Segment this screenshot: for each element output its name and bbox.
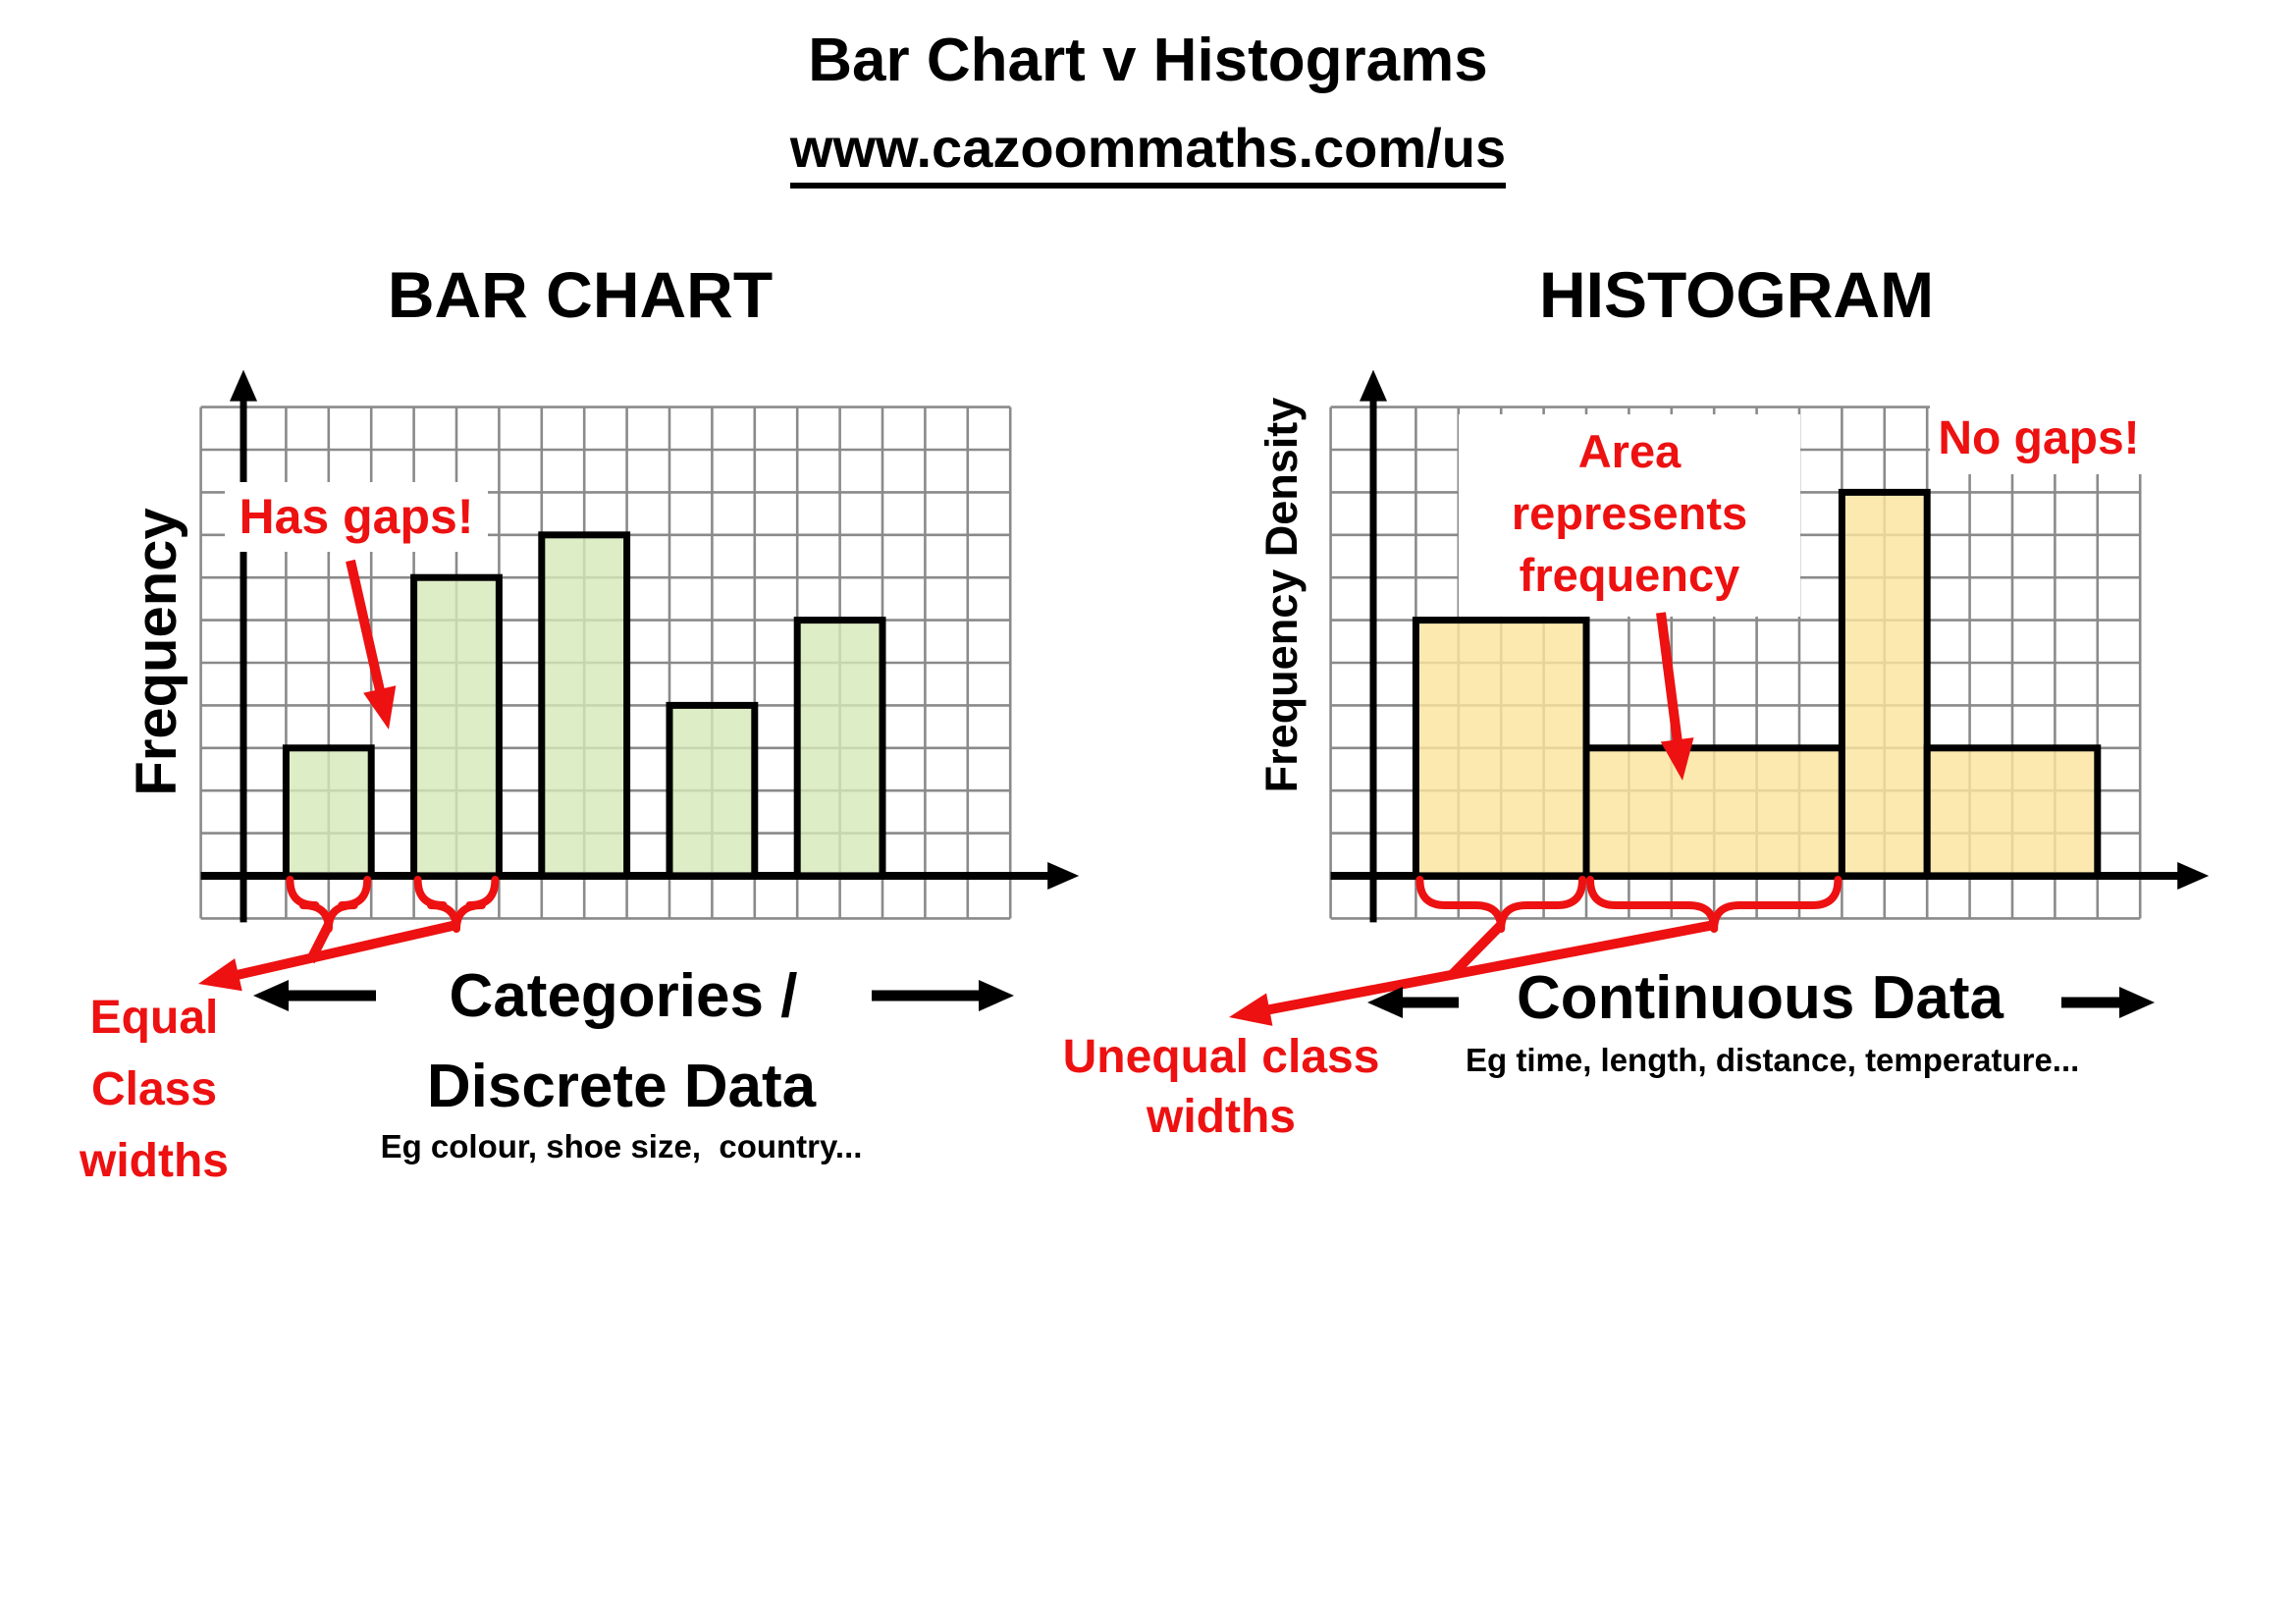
histogram-x-label-right-arrow-head-icon xyxy=(2119,987,2155,1018)
bar-chart-x-axis-arrow-icon xyxy=(1047,862,1080,890)
page-title: Bar Chart v Histograms xyxy=(808,27,1488,94)
area-note-line2: represents xyxy=(1511,487,1748,539)
area-represents-frequency-annotation: Area represents frequency xyxy=(1459,414,1800,617)
histogram-bar xyxy=(1582,744,1845,880)
bar-chart-x-label-right-arrow-head-icon xyxy=(979,980,1014,1011)
histogram-x-axis-arrow-icon xyxy=(2177,862,2210,890)
histogram-heading: HISTOGRAM xyxy=(1538,258,1935,331)
equal-line1: Equal xyxy=(89,992,219,1044)
unequal-line1: Unequal class xyxy=(1062,1031,1380,1083)
equal-width-brace-1 xyxy=(286,876,372,933)
histogram-bars xyxy=(1412,488,2102,880)
bar-chart-x-label-left-arrow-head-icon xyxy=(253,980,289,1011)
equal-width-brace-2 xyxy=(413,876,500,933)
histogram-bar xyxy=(1412,617,1590,880)
bar-chart-heading: BAR CHART xyxy=(387,258,774,331)
equal-line2: Class xyxy=(90,1063,218,1115)
bar-chart-bars xyxy=(282,531,886,880)
equal-class-widths-arrow xyxy=(235,920,458,980)
area-represents-frequency-arrow-head-icon xyxy=(1660,737,1694,781)
histogram-bar xyxy=(1838,488,1931,880)
bar-chart-bar xyxy=(282,744,375,880)
unequal-width-brace-1 xyxy=(1415,876,1586,933)
no-gaps-annotation: No gaps! xyxy=(1930,404,2148,474)
unequal-class-widths-arrow-head-icon xyxy=(1229,993,1273,1026)
bar-chart-y-axis-arrow-icon xyxy=(230,369,257,402)
has-gaps-arrow xyxy=(346,559,386,693)
has-gaps-annotation: Has gaps! xyxy=(225,482,488,552)
equal-class-widths-arrow-head-icon xyxy=(198,958,242,992)
area-note-line1: Area xyxy=(1577,425,1682,477)
equal-class-widths-label: Equal Class widths xyxy=(46,982,262,1197)
bar-chart-bar xyxy=(410,573,503,880)
unequal-width-brace-2 xyxy=(1586,876,1842,933)
bar-chart-x-label-line2: Discrete Data xyxy=(426,1053,817,1120)
bar-chart-bar xyxy=(538,531,631,880)
bar-chart-bar xyxy=(666,701,759,880)
site-url-text: www.cazoommaths.com/us xyxy=(789,117,1507,189)
has-gaps-arrow-head-icon xyxy=(363,685,397,730)
bar-chart-x-label-line1: Categories / xyxy=(449,962,798,1030)
histogram-x-label-left-arrow-head-icon xyxy=(1367,987,1403,1018)
histogram-examples: Eg time, length, distance, temperature..… xyxy=(1466,1042,2080,1078)
unequal-brace-join-line xyxy=(1447,921,1505,980)
unequal-line2: widths xyxy=(1147,1091,1296,1143)
histogram-y-axis-arrow-icon xyxy=(1360,369,1387,402)
area-represents-frequency-arrow xyxy=(1656,612,1682,742)
site-url: www.cazoommaths.com/us xyxy=(0,112,2296,189)
bar-chart-bar xyxy=(793,617,886,880)
unequal-class-widths-label: Unequal class widths xyxy=(1054,1027,1388,1147)
area-note-line3: frequency xyxy=(1519,549,1740,601)
equal-line3: widths xyxy=(80,1135,229,1187)
unequal-class-widths-arrow xyxy=(1266,920,1716,1015)
bar-chart-examples: Eg colour, shoe size, country... xyxy=(380,1128,863,1164)
histogram-x-label: Continuous Data xyxy=(1517,964,2003,1032)
histogram-bar xyxy=(1923,744,2102,880)
